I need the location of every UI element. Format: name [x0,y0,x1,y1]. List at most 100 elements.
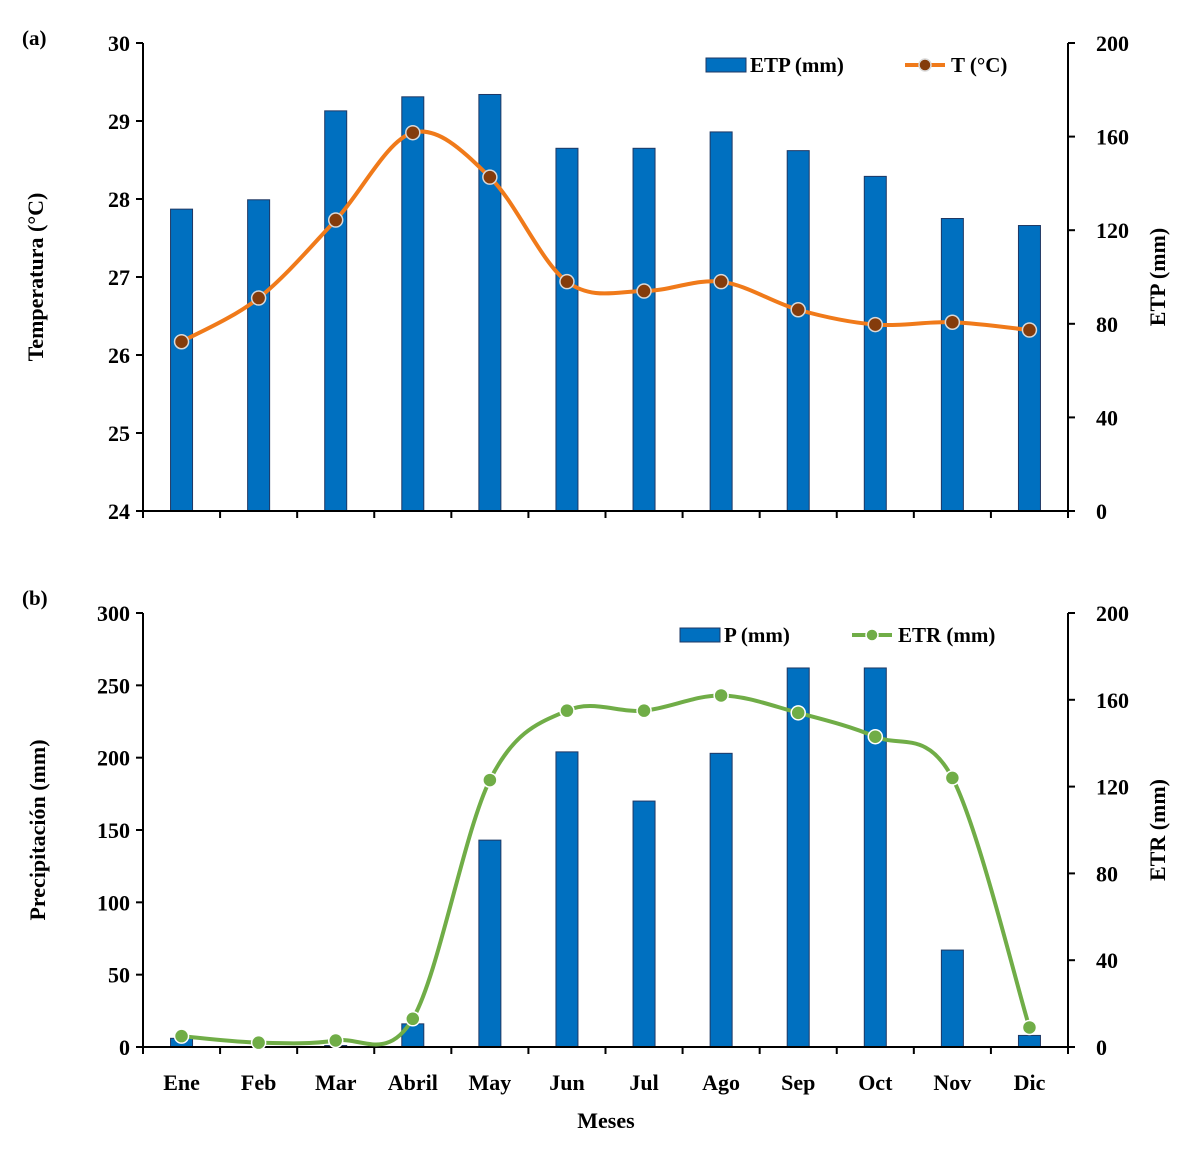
point-oct [867,316,884,333]
right-y-axis-title: ETR (mm) [1145,779,1170,881]
right-y-tick-label: 40 [1096,405,1118,430]
left-y-tick-label: 30 [108,31,130,56]
panel-a-temperature-etp: (a) 30 29 28 27 26 25 24 200 160 120 80 40 0 Temperatu… [22,26,1170,524]
series-line [179,693,1032,1047]
x-tick-label-oct: Oct [858,1070,893,1095]
point-dic [1021,322,1038,338]
legend-line-label: ETR (mm) [898,623,995,647]
left-y-tick-label: 200 [97,746,130,771]
bar-jul [632,800,656,1048]
bar-abril [401,96,425,512]
legend-line-marker [865,628,879,642]
bar-ago [709,752,733,1048]
panel-label: (b) [22,586,48,610]
point-oct [867,728,884,745]
bar-sep [786,150,810,512]
left-y-tick-label: 0 [119,1035,130,1060]
left-y-tick-label: 50 [108,963,130,988]
point-jul [636,283,652,299]
point-feb [250,1034,267,1051]
x-tick-label-sep: Sep [781,1070,815,1095]
point-abril [405,1011,421,1027]
x-tick-label-dic: Dic [1014,1070,1046,1095]
bar-dic [1017,1034,1041,1048]
bar-feb [247,199,271,512]
bar-mar [324,110,348,512]
right-y-tick-label: 160 [1096,125,1129,150]
point-ago [713,273,729,290]
point-ene [173,333,190,350]
bar-jun [555,751,579,1048]
right-y-tick-label: 0 [1096,1035,1107,1060]
bar-jun [555,147,579,512]
x-tick-label-may: May [468,1070,511,1095]
bar-oct [863,175,887,512]
right-y-tick-label: 80 [1096,312,1118,337]
right-y-tick-label: 200 [1096,31,1129,56]
bar-dic [1017,225,1041,512]
left-y-tick-label: 29 [108,109,130,134]
left-y-tick-label: 100 [97,890,130,915]
panel-label: (a) [22,26,47,50]
right-y-axis-title: ETP (mm) [1145,228,1170,326]
left-y-tick-label: 250 [97,673,130,698]
legend-bar-swatch [679,627,721,643]
x-tick-label-nov: Nov [933,1070,971,1095]
right-y-tick-label: 160 [1096,688,1129,713]
point-mar [327,212,344,228]
right-y-tick-label: 120 [1096,218,1129,243]
point-ene [173,1028,190,1044]
x-tick-label-jul: Jul [629,1070,658,1095]
x-tick-label-ago: Ago [702,1070,740,1095]
legend-line-label: T (°C) [951,53,1007,77]
point-nov [944,770,961,786]
x-tick-label-mar: Mar [315,1070,357,1095]
point-nov [944,314,961,330]
panel-b-precipitation-etr: (b) 300 250 200 150 100 50 0 200 160 120 80 40 0 Preci… [22,586,1170,1095]
bar-ago [709,131,733,512]
bar-nov [940,949,964,1048]
point-sep [790,705,806,721]
point-jul [636,702,652,719]
bar-nov [940,218,964,512]
legend-bar-label: P (mm) [724,623,790,647]
point-jun [559,273,575,290]
x-tick-label-jun: Jun [549,1070,584,1095]
legend-line-marker [918,58,932,72]
legend-bar-swatch [705,57,747,73]
left-y-tick-label: 24 [108,499,130,524]
right-y-tick-label: 80 [1096,861,1118,886]
point-feb [250,290,267,306]
point-ago [713,687,729,704]
point-may [482,772,498,788]
x-tick-label-abril: Abril [388,1070,438,1095]
series-line [179,129,1032,344]
left-y-tick-label: 300 [97,601,130,626]
left-y-tick-label: 27 [108,265,130,290]
point-sep [790,302,806,318]
right-y-tick-label: 0 [1096,499,1107,524]
right-y-tick-label: 200 [1096,601,1129,626]
bar-sep [786,667,810,1048]
point-abril [405,124,421,141]
x-tick-label-ene: Ene [163,1070,200,1095]
point-jun [559,702,575,719]
point-may [482,169,498,185]
legend-bar-label: ETP (mm) [750,53,844,77]
point-mar [327,1032,344,1049]
bar-may [478,839,502,1048]
right-y-tick-label: 40 [1096,948,1118,973]
point-dic [1021,1019,1038,1036]
left-y-tick-label: 28 [108,187,130,212]
left-y-tick-label: 150 [97,818,130,843]
bar-ene [170,208,194,512]
bar-oct [863,667,887,1048]
left-y-axis-title: Temperatura (°C) [23,193,48,362]
left-y-axis-title: Precipitación (mm) [25,739,50,920]
x-axis-title: Meses [577,1108,635,1133]
right-y-tick-label: 120 [1096,775,1129,800]
left-y-tick-label: 25 [108,421,130,446]
bar-jul [632,147,656,512]
x-tick-label-feb: Feb [241,1070,276,1095]
